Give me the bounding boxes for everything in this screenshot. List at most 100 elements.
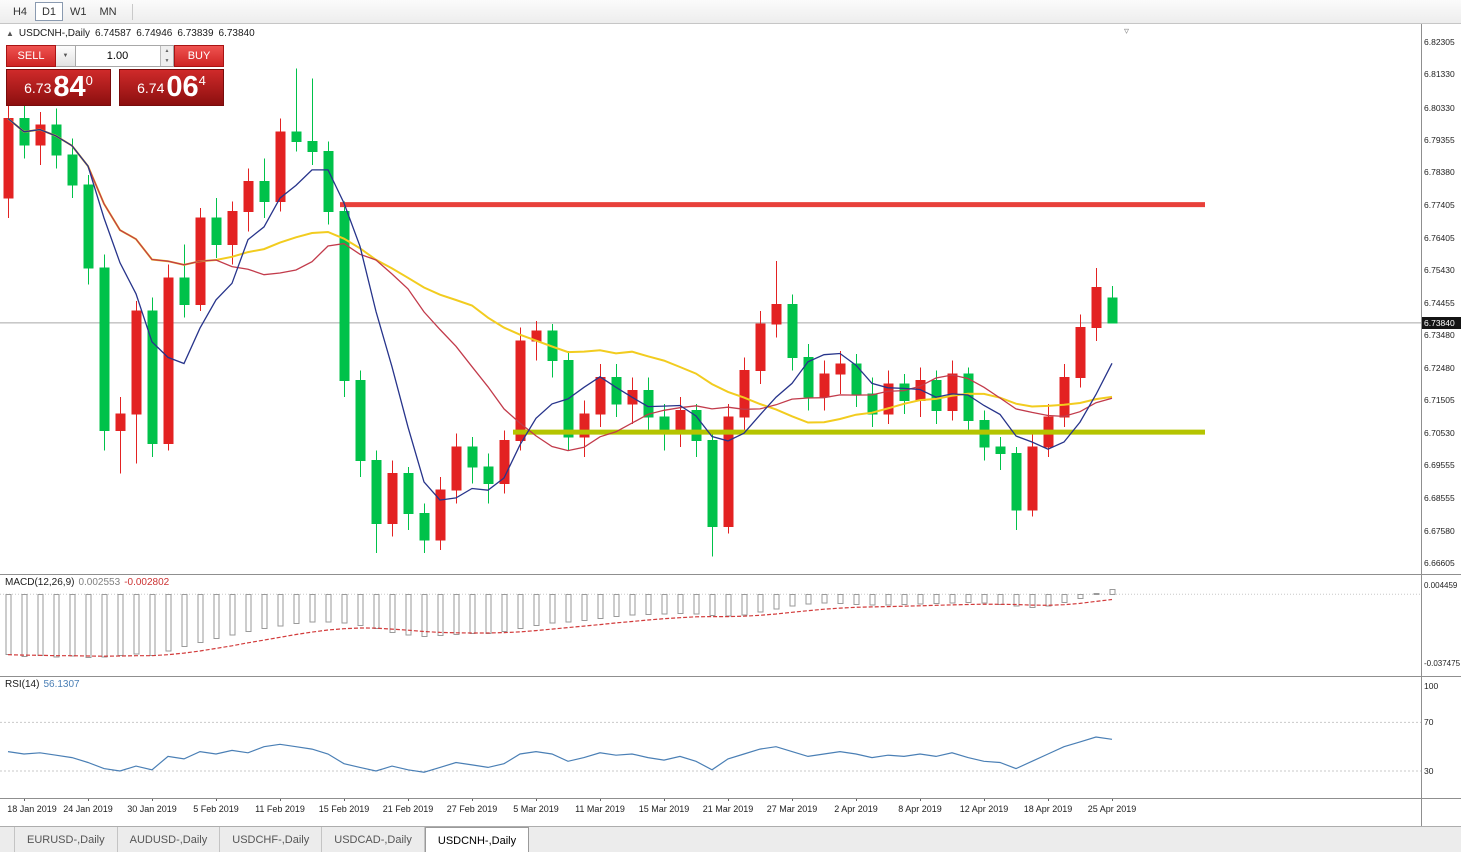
price-scale[interactable]: 6.82305 6.81330 6.80330 6.79355 6.78380 6.774… (1422, 24, 1461, 826)
macd-signal-line (7, 598, 1113, 657)
buy-price-button[interactable]: 6.74 06 4 (119, 69, 224, 106)
price-scale-label: 6.68555 (1424, 493, 1455, 504)
macd-histogram-bar (261, 593, 268, 630)
macd-histogram-bar (645, 593, 652, 615)
chart-tab-usdchf[interactable]: USDCHF-,Daily (220, 827, 323, 852)
macd-histogram-bar (725, 593, 732, 617)
ma-slow-line (7, 117, 1113, 424)
ma-mid-line (7, 118, 1113, 452)
candle (467, 446, 478, 468)
time-tick (280, 798, 281, 801)
candle (819, 373, 830, 398)
candle (883, 383, 894, 415)
chart-symbol-label: USDCNH-,Daily (18, 28, 91, 39)
time-axis-label: 2 Apr 2019 (834, 804, 878, 814)
volume-up-icon[interactable]: ▲ (160, 46, 173, 56)
macd-pane[interactable]: MACD(12,26,9) 0.002553 -0.002802 (0, 574, 1421, 676)
time-axis[interactable]: 18 Jan 2019 24 Jan 2019 30 Jan 2019 5 Feb 2… (0, 798, 1421, 826)
candle (339, 210, 350, 382)
price-chart-svg (0, 68, 1421, 557)
volume-input[interactable] (76, 45, 174, 67)
price-pane[interactable]: ▲ USDCNH-,Daily 6.74587 6.74946 6.73839 … (0, 24, 1421, 574)
time-axis-label: 15 Feb 2019 (318, 804, 370, 814)
macd-histogram-bar (325, 593, 332, 623)
macd-histogram-bar (757, 593, 764, 613)
macd-histogram-bar (69, 593, 76, 657)
sell-price-button[interactable]: 6.73 84 0 (6, 69, 111, 106)
macd-histogram-bar (597, 593, 604, 619)
time-axis-label: 5 Feb 2019 (193, 804, 239, 814)
price-scale-label: 6.67580 (1424, 525, 1455, 536)
candle (355, 380, 366, 461)
price-scale-border (1421, 24, 1422, 826)
rsi-scale-label: 100 (1424, 681, 1439, 691)
macd-histogram-bar (245, 593, 252, 632)
macd-histogram-bar (373, 593, 380, 630)
candle (131, 310, 142, 415)
candle (323, 151, 334, 212)
candle (835, 363, 846, 375)
chart-shift-marker-icon[interactable]: ▿ (1124, 26, 1130, 37)
macd-scale-label: -0.037475 (1424, 659, 1461, 668)
chart-tab-usdcad[interactable]: USDCAD-,Daily (322, 827, 425, 852)
time-tick (408, 798, 409, 801)
chart-tab-audusd[interactable]: AUDUSD-,Daily (118, 827, 221, 852)
candle (275, 131, 286, 202)
candle (851, 363, 862, 395)
candle (707, 439, 718, 528)
macd-name: MACD(12,26,9) (5, 577, 75, 588)
chart-tab-eurusd[interactable]: EURUSD-,Daily (14, 827, 118, 852)
candle (515, 340, 526, 441)
candles-layer (3, 68, 1118, 557)
pane-separator[interactable] (0, 676, 1461, 677)
candle (371, 459, 382, 524)
candle (755, 323, 766, 372)
time-tick (984, 798, 985, 801)
macd-histogram-bar (805, 593, 812, 605)
candle (579, 413, 590, 438)
one-click-trading-toggle-icon[interactable]: ▲ (6, 29, 14, 38)
candle (611, 376, 622, 405)
time-axis-label: 12 Apr 2019 (959, 804, 1009, 814)
timeframe-button-d1[interactable]: D1 (35, 2, 63, 21)
candle (1059, 376, 1070, 418)
macd-histogram-bar (197, 593, 204, 643)
macd-histogram-bar (293, 593, 300, 625)
macd-histogram-bar (21, 593, 28, 658)
timeframe-buttons: H4 D1 W1 MN (6, 2, 124, 21)
candle (243, 181, 254, 212)
buy-button[interactable]: BUY (174, 45, 224, 67)
time-tick (728, 798, 729, 801)
timeframe-button-w1[interactable]: W1 (64, 2, 93, 21)
candle (51, 124, 62, 156)
toolbar-separator (131, 3, 133, 20)
macd-histogram-bar (501, 593, 508, 632)
pane-separator[interactable] (0, 574, 1461, 575)
sell-button[interactable]: SELL (6, 45, 56, 67)
volume-field-wrap: ▲ ▼ (76, 45, 174, 67)
chart-tab-usdcnh[interactable]: USDCNH-,Daily (424, 827, 530, 852)
axis-separator (0, 798, 1461, 799)
ohlc-low: 6.73839 (177, 28, 214, 39)
volume-down-icon[interactable]: ▼ (160, 56, 173, 66)
candle (1107, 297, 1118, 324)
timeframe-button-mn[interactable]: MN (94, 2, 123, 21)
macd-histogram-bar (5, 593, 12, 656)
rsi-pane[interactable]: RSI(14) 56.1307 (0, 676, 1421, 798)
price-scale-label: 6.77405 (1424, 199, 1455, 210)
macd-histogram-bar (933, 593, 940, 605)
candle (115, 413, 126, 431)
candle (307, 141, 318, 153)
trade-prices-row: 6.73 84 0 6.74 06 4 (6, 69, 224, 106)
macd-histogram-bar (453, 593, 460, 635)
timeframe-button-h4[interactable]: H4 (6, 2, 34, 21)
time-tick (88, 798, 89, 801)
volume-dropdown-button[interactable]: ▼ (56, 45, 76, 67)
time-tick (536, 798, 537, 801)
macd-histogram-bar (133, 593, 140, 655)
time-tick (920, 798, 921, 801)
time-tick (344, 798, 345, 801)
macd-label: MACD(12,26,9) 0.002553 -0.002802 (5, 577, 169, 588)
candle (899, 383, 910, 402)
candle (947, 373, 958, 412)
